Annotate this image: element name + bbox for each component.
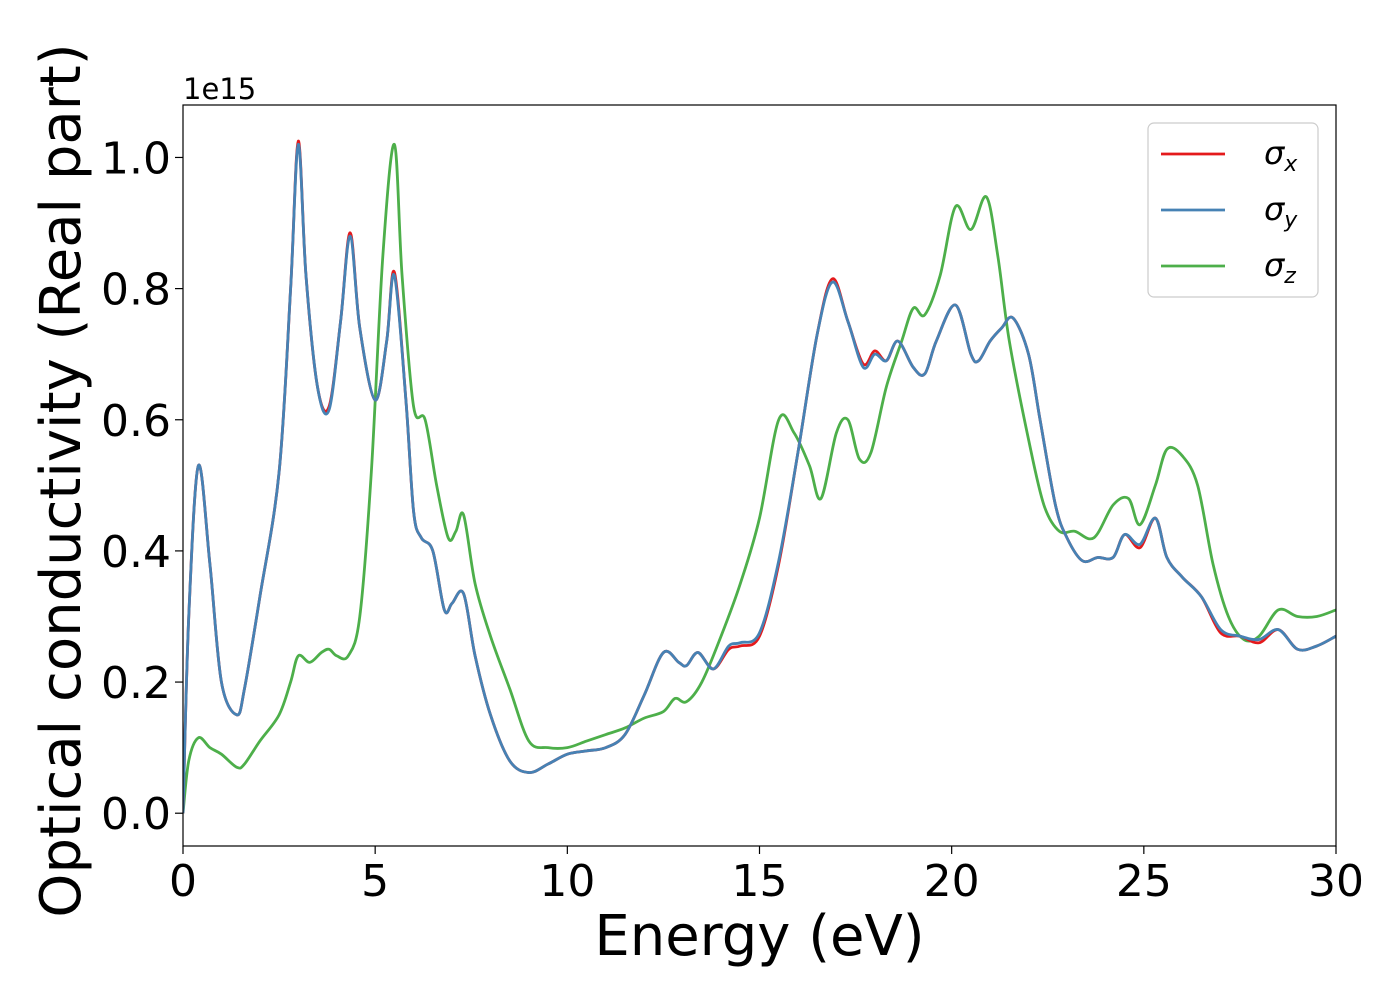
y-axis-label: Optical conductivity (Real part) xyxy=(29,43,94,917)
y-axis: 0.0 0.2 0.4 0.6 0.8 1.0 xyxy=(101,133,183,840)
series-line-z xyxy=(183,142,1336,814)
legend-label-x: σx xyxy=(1264,134,1298,177)
y-tick-label: 1.0 xyxy=(101,133,171,184)
y-tick-label: 0.4 xyxy=(101,527,171,578)
legend-box xyxy=(1147,122,1319,298)
y-tick-label: 0.0 xyxy=(101,789,171,840)
x-tick-label: 25 xyxy=(1116,856,1172,907)
y-tick-label: 0.6 xyxy=(101,396,171,447)
legend-label-y: σy xyxy=(1264,190,1298,233)
series-layer xyxy=(183,139,1336,814)
x-tick-label: 15 xyxy=(732,856,788,907)
x-axis-label: Energy (eV) xyxy=(594,904,924,969)
y-axis-offset-label: 1e15 xyxy=(183,72,256,106)
x-tick-label: 30 xyxy=(1308,856,1364,907)
x-axis: 0 5 10 15 20 25 30 xyxy=(169,846,1364,907)
x-tick-label: 5 xyxy=(361,856,389,907)
x-tick-label: 20 xyxy=(924,856,980,907)
y-tick-label: 0.2 xyxy=(101,658,171,709)
x-tick-label: 10 xyxy=(539,856,595,907)
legend-label-z: σz xyxy=(1264,246,1296,289)
legend: σx σy σz xyxy=(1147,122,1319,298)
y-tick-label: 0.8 xyxy=(101,265,171,316)
x-tick-label: 0 xyxy=(169,856,197,907)
series-line-y xyxy=(183,142,1336,814)
